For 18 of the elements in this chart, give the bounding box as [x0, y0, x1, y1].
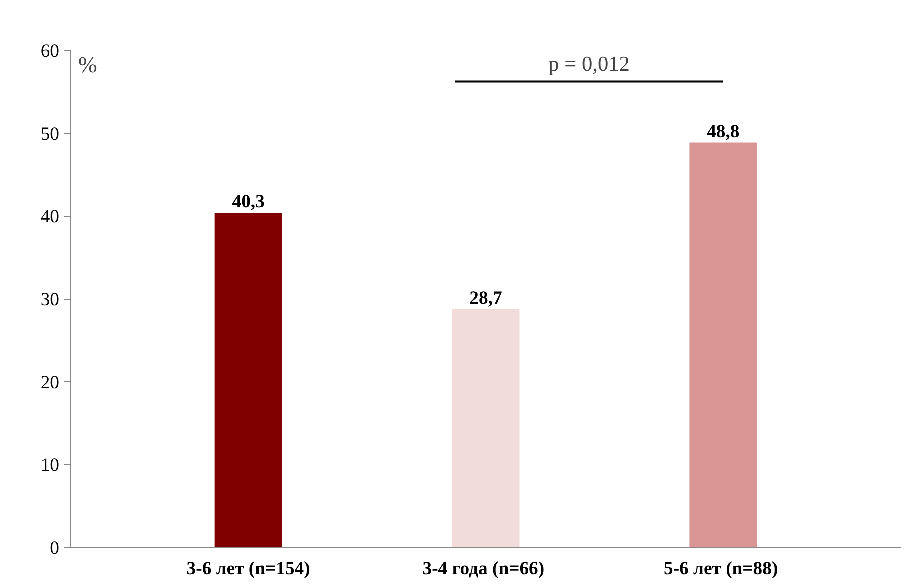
- annotation: p = 0,012: [548, 52, 630, 76]
- y-tick-label: 20: [40, 372, 60, 394]
- y-axis-title: %: [78, 52, 98, 78]
- x-tick-label: 3-4 года (n=66): [422, 558, 545, 580]
- y-tick-label: 10: [40, 455, 60, 476]
- y-tick-label: 0: [50, 538, 60, 559]
- y-tick-label: 50: [40, 124, 60, 145]
- data-label: 40,3: [232, 192, 265, 213]
- bar: [452, 309, 520, 548]
- data-label: 28,7: [470, 288, 502, 309]
- y-tick-label: 60: [40, 41, 60, 62]
- x-tick-label: 5-6 лет (n=88): [664, 558, 778, 580]
- y-tick-label: 30: [40, 290, 60, 310]
- data-label: 48,8: [707, 121, 740, 142]
- y-tick-label: 40: [40, 206, 60, 228]
- bar: [690, 142, 758, 548]
- bar: [214, 213, 282, 548]
- x-tick-label: 3-6 лет (n=154): [186, 558, 310, 580]
